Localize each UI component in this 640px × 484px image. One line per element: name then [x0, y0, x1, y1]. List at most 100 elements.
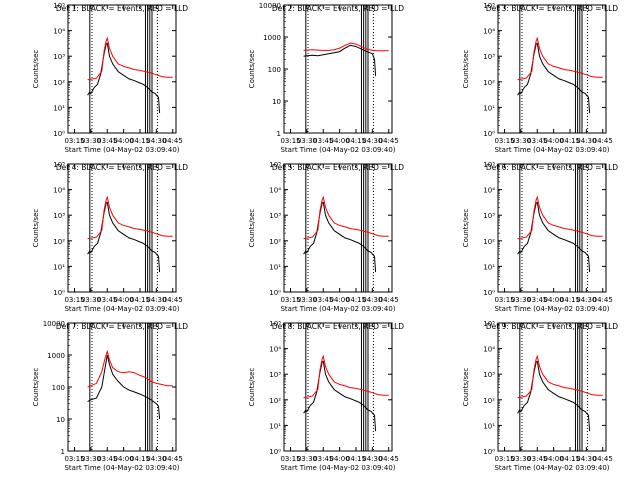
y-tick-label: 1	[277, 130, 281, 138]
plot-frame	[497, 163, 607, 293]
y-tick-label: 10³	[53, 53, 65, 61]
x-tick-label: 04:45	[163, 296, 183, 304]
y-tick-label: 10²	[483, 238, 495, 246]
series-lld-line	[517, 354, 603, 399]
y-tick-label: 100	[268, 66, 281, 74]
y-tick-label: 10⁵	[269, 161, 281, 169]
series-lld-line	[303, 42, 389, 52]
y-tick-label: 10⁴	[483, 346, 495, 354]
x-tick-label: 04:45	[379, 137, 399, 145]
x-tick-label: 04:30	[576, 296, 596, 304]
y-axis-label: Counts/sec	[32, 50, 40, 89]
x-tick-label: 03:15	[280, 455, 300, 463]
x-tick-label: 03:45	[97, 137, 117, 145]
y-tick-label: 10²	[483, 397, 495, 405]
plot-frame	[283, 4, 393, 134]
plot-frame	[283, 322, 393, 452]
y-tick-label: 10¹	[269, 422, 281, 430]
y-tick-label: 10⁴	[269, 187, 281, 195]
x-tick-label: 03:30	[81, 455, 101, 463]
y-tick-label: 10⁰	[53, 289, 65, 297]
series-lld-line	[87, 195, 173, 240]
x-tick-label: 04:15	[130, 296, 150, 304]
y-tick-label: 10⁵	[483, 320, 495, 328]
subplot-title: Det 2: BLACK = Events, RED = LLD	[272, 4, 404, 13]
x-axis-label: Start Time (04-May-02 03:09:40)	[494, 464, 609, 472]
y-axis-label: Counts/sec	[32, 368, 40, 407]
x-tick-label: 03:30	[297, 296, 317, 304]
subplot-det-7: Det 7: BLACK = Events, RED = LLD 1 10 100 10…	[32, 320, 188, 472]
y-tick-label: 10000	[259, 2, 281, 10]
x-axis-label: Start Time (04-May-02 03:09:40)	[280, 305, 395, 313]
y-axis-label: Counts/sec	[462, 368, 470, 407]
y-axis-label: Counts/sec	[248, 368, 256, 407]
x-tick-label: 03:45	[527, 455, 547, 463]
x-tick-label: 04:15	[130, 455, 150, 463]
x-tick-label: 04:00	[114, 137, 134, 145]
x-tick-label: 04:45	[163, 455, 183, 463]
series-events-line	[87, 354, 161, 420]
x-axis-label: Start Time (04-May-02 03:09:40)	[64, 305, 179, 313]
y-tick-label: 10⁵	[483, 2, 495, 10]
subplot-det-5: Det 5: BLACK = Events, RED = LLD 10⁰ 10¹ 10…	[248, 161, 404, 313]
y-tick-label: 10¹	[483, 422, 495, 430]
series-lld-line	[303, 195, 389, 240]
x-tick-label: 04:45	[593, 455, 613, 463]
x-tick-label: 04:30	[576, 137, 596, 145]
series-events-line	[87, 201, 161, 273]
subplot-det-4: Det 4: BLACK = Events, RED = LLD 10⁰ 10¹ 10…	[32, 161, 188, 313]
x-tick-label: 04:15	[560, 137, 580, 145]
x-tick-label: 04:00	[330, 455, 350, 463]
y-tick-label: 10⁴	[483, 28, 495, 36]
x-axis-label: Start Time (04-May-02 03:09:40)	[494, 146, 609, 154]
x-tick-label: 04:30	[146, 137, 166, 145]
plot-frame	[497, 4, 607, 134]
y-tick-label: 10¹	[483, 263, 495, 271]
y-tick-label: 10¹	[53, 263, 65, 271]
y-tick-label: 10²	[269, 397, 281, 405]
y-tick-label: 10⁵	[269, 320, 281, 328]
x-tick-label: 04:00	[330, 296, 350, 304]
y-axis-label: Counts/sec	[32, 209, 40, 248]
x-tick-label: 04:15	[346, 137, 366, 145]
x-tick-label: 04:15	[560, 455, 580, 463]
x-tick-label: 04:00	[114, 296, 134, 304]
series-events-line	[303, 201, 377, 273]
x-tick-label: 04:30	[362, 455, 382, 463]
x-tick-label: 04:30	[146, 296, 166, 304]
y-tick-label: 10	[272, 98, 281, 106]
y-tick-label: 100	[52, 384, 65, 392]
subplot-title: Det 3: BLACK = Events, RED = LLD	[486, 4, 618, 13]
x-tick-label: 04:30	[576, 455, 596, 463]
x-tick-label: 03:15	[280, 296, 300, 304]
x-axis-label: Start Time (04-May-02 03:09:40)	[494, 305, 609, 313]
x-tick-label: 03:15	[494, 455, 514, 463]
y-axis-label: Counts/sec	[248, 209, 256, 248]
x-tick-label: 03:30	[81, 137, 101, 145]
y-tick-label: 1000	[47, 352, 65, 360]
y-tick-label: 10⁵	[53, 161, 65, 169]
x-tick-label: 03:45	[313, 455, 333, 463]
x-tick-label: 03:45	[97, 296, 117, 304]
x-tick-label: 04:15	[560, 296, 580, 304]
series-events-line	[303, 360, 377, 432]
x-tick-label: 03:30	[511, 455, 531, 463]
x-tick-label: 03:45	[313, 296, 333, 304]
x-tick-label: 03:30	[511, 137, 531, 145]
x-tick-label: 04:15	[130, 137, 150, 145]
x-tick-label: 03:45	[527, 296, 547, 304]
subplot-det-9: Det 9: BLACK = Events, RED = LLD 10⁰ 10¹ 10…	[462, 320, 618, 472]
x-tick-label: 03:15	[494, 137, 514, 145]
y-tick-label: 10⁵	[483, 161, 495, 169]
y-tick-label: 10⁰	[483, 448, 495, 456]
series-lld-line	[517, 36, 603, 81]
y-tick-label: 10	[56, 416, 65, 424]
x-tick-label: 03:45	[97, 455, 117, 463]
x-tick-label: 03:30	[297, 455, 317, 463]
y-tick-label: 10⁵	[53, 2, 65, 10]
y-tick-label: 10²	[53, 238, 65, 246]
subplot-title: Det 1: BLACK = Events, RED = LLD	[56, 4, 188, 13]
subplot-det-6: Det 6: BLACK = Events, RED = LLD 10⁰ 10¹ 10…	[462, 161, 618, 313]
x-tick-label: 04:00	[114, 455, 134, 463]
y-axis-label: Counts/sec	[462, 50, 470, 89]
